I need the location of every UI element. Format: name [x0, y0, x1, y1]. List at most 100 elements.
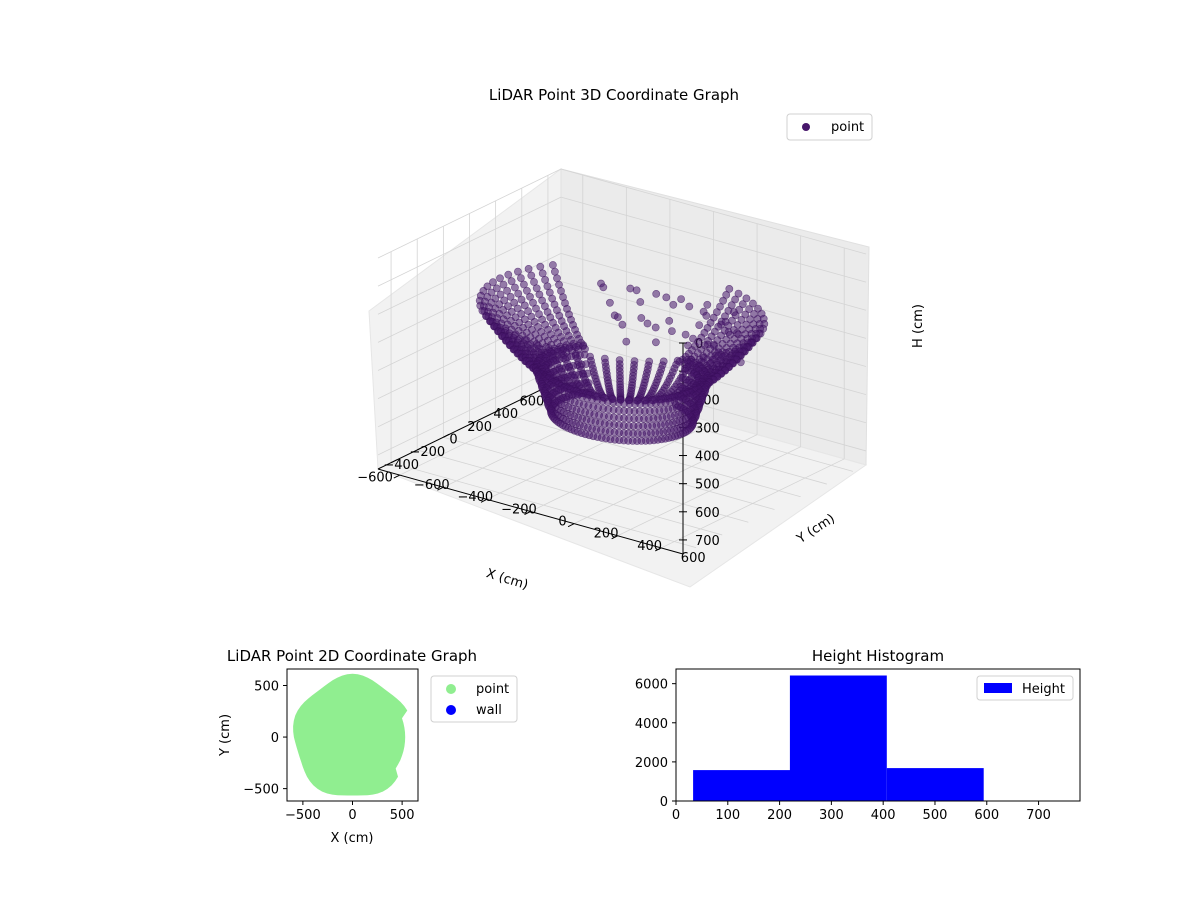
plot-2d-title: LiDAR Point 2D Coordinate Graph — [227, 647, 477, 665]
point-3d — [517, 310, 526, 318]
plot-3d: LiDAR Point 3D Coordinate Graph −600−400… — [357, 86, 926, 593]
point-3d — [496, 290, 505, 299]
grid-line-x-floor — [495, 411, 801, 498]
point-3d — [652, 289, 661, 298]
point-3d — [622, 337, 631, 346]
y-tick-3d — [654, 547, 662, 552]
x-tick-label-2d: 500 — [390, 808, 415, 823]
point-3d — [599, 283, 608, 292]
point-3d — [636, 298, 645, 306]
point-3d — [549, 261, 557, 269]
point-3d — [665, 316, 674, 325]
y-tick-label-3d: −600 — [414, 478, 450, 493]
point-3d — [738, 300, 747, 309]
point-3d — [681, 330, 690, 339]
legend-2d: point wall — [430, 675, 518, 723]
y-tick-3d — [437, 486, 444, 491]
point-3d — [651, 323, 660, 332]
grid-line-h-left — [560, 224, 867, 311]
point-3d — [637, 314, 646, 322]
point-3d — [492, 284, 501, 293]
x-tick-3d — [495, 408, 502, 413]
z-tick-label-3d: 500 — [695, 478, 720, 493]
y-tick-label-3d: −400 — [457, 490, 493, 505]
point-3d — [510, 298, 519, 307]
x-tick-label-3d: −400 — [383, 458, 419, 473]
point-3d — [734, 289, 743, 298]
point-3d — [731, 311, 740, 320]
x-tick-3d — [521, 395, 529, 400]
x-tick-label-2d: −500 — [285, 808, 321, 823]
point-3d — [662, 293, 671, 302]
z-tick-label-3d: 700 — [695, 534, 720, 549]
point-3d — [633, 429, 642, 438]
point-3d — [520, 301, 529, 310]
point-3d — [520, 280, 528, 289]
point-3d — [538, 269, 547, 278]
y-tick-label-2d: 0 — [271, 731, 279, 746]
point-3d — [517, 274, 525, 282]
point-3d — [702, 311, 711, 320]
y-tick-3d — [393, 474, 401, 479]
point-3d — [632, 286, 641, 295]
point-3d — [635, 407, 644, 416]
y-tick-label-3d: 0 — [558, 515, 566, 530]
x-tick-label-3d: −600 — [357, 471, 393, 486]
legend-label-wall-2d: wall — [476, 703, 502, 718]
point-3d — [496, 274, 504, 283]
point-3d — [643, 319, 652, 328]
x-tick-label-3d: 400 — [493, 407, 518, 422]
x-tick-3d — [469, 421, 476, 425]
histogram-title: Height Histogram — [812, 647, 944, 665]
x-tick-label-hist: 400 — [871, 808, 896, 823]
point-3d — [668, 327, 676, 335]
point-cloud-2d — [293, 673, 408, 796]
histogram-ticks: 0 100 200 300 400 500 600 700 0 2000 4000 6000 — [635, 678, 1051, 823]
histogram-bar — [886, 768, 984, 801]
legend-histogram: Height — [976, 675, 1074, 701]
point-3d — [736, 358, 745, 367]
histogram-bars — [693, 675, 984, 801]
grid-line-h-left — [560, 196, 867, 283]
x-tick-3d — [416, 446, 424, 451]
x-tick-label-hist: 700 — [1026, 808, 1051, 823]
x-tick-label-3d: 200 — [467, 420, 492, 435]
y-axis-label-2d: Y (cm) — [218, 714, 233, 757]
legend-swatch-height — [984, 683, 1012, 693]
point-3d — [742, 294, 751, 303]
point-3d — [669, 300, 678, 309]
point-3d — [677, 295, 685, 303]
point-3d — [633, 437, 641, 445]
grid-line-h-back — [377, 224, 562, 315]
y-tick-label-3d: 200 — [594, 527, 619, 542]
legend-marker-point-3d — [802, 123, 810, 131]
y-axis-label-3d: Y (cm) — [794, 511, 838, 547]
z-axis-label-3d: H (cm) — [911, 304, 926, 348]
z-tick-label-3d: 300 — [695, 421, 720, 436]
grid-line-h-left — [560, 253, 867, 339]
point-3d — [511, 283, 519, 292]
x-tick-label-3d: 600 — [520, 394, 545, 409]
legend-label-point-2d: point — [476, 682, 509, 697]
point-3d — [749, 299, 757, 308]
legend-marker-wall-2d — [446, 705, 456, 715]
grid-line-h-left — [560, 365, 867, 452]
plot-2d: LiDAR Point 2D Coordinate Graph −500−500… — [218, 647, 518, 846]
point-3d — [514, 289, 523, 298]
y-tick-label-hist: 4000 — [635, 717, 668, 732]
x-tick-label-hist: 500 — [923, 808, 948, 823]
y-tick-3d — [480, 498, 488, 503]
histogram-bar — [693, 770, 790, 801]
point-3d — [737, 315, 746, 324]
ticks-2d: −500 −500 0 0 500 500 — [243, 680, 414, 824]
point-3d — [725, 284, 734, 293]
grid-line-y-floor — [573, 434, 758, 525]
point-3d — [636, 400, 645, 408]
x-axis-label-2d: X (cm) — [331, 831, 374, 846]
legend-label-point-3d: point — [831, 120, 864, 135]
x-tick-3d — [390, 459, 398, 464]
grid-line-y-floor — [661, 458, 845, 549]
histogram-bar — [789, 675, 887, 801]
point-3d — [527, 271, 536, 280]
